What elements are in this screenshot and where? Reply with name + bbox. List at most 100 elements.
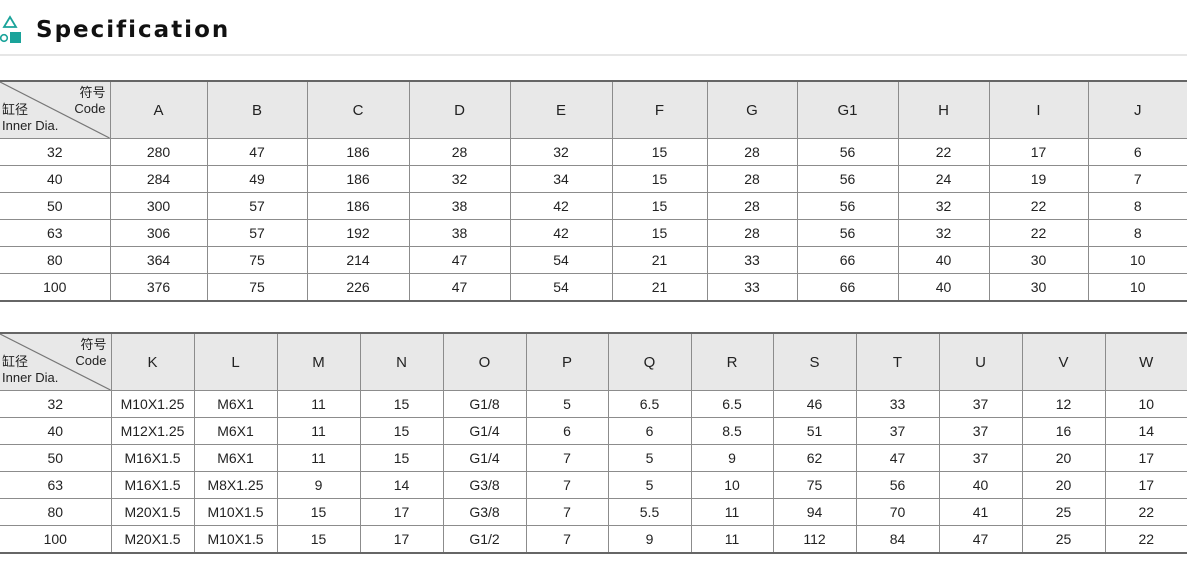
value-cell: 15: [359, 417, 444, 445]
value-cell: 112: [772, 525, 857, 554]
value-cell: 10: [1087, 246, 1187, 274]
value-cell: 20: [1021, 444, 1106, 472]
value-cell: M16X1.5: [110, 444, 195, 472]
value-cell: 22: [1104, 525, 1187, 554]
value-cell: M6X1: [193, 417, 278, 445]
diagonal-line: [0, 82, 110, 138]
value-cell: 42: [509, 219, 613, 247]
value-cell: 5.5: [607, 498, 692, 526]
value-cell: 22: [897, 138, 990, 166]
column-header-l: L: [193, 332, 278, 391]
header-row: 符号 Code 缸径 Inner Dia. K L M N O P Q R S T U V W: [0, 332, 1187, 391]
value-cell: 186: [306, 138, 410, 166]
value-cell: 16: [1021, 417, 1106, 445]
value-cell: 8.5: [690, 417, 774, 445]
value-cell: M10X1.5: [193, 498, 278, 526]
value-cell: 15: [611, 138, 708, 166]
value-cell: M10X1.25: [110, 390, 195, 418]
value-cell: 7: [525, 525, 609, 554]
value-cell: 38: [408, 192, 511, 220]
value-cell: 54: [509, 246, 613, 274]
value-cell: 226: [306, 273, 410, 302]
value-cell: 32: [897, 192, 990, 220]
column-header-s: S: [772, 332, 857, 391]
diagonal-line: [0, 334, 111, 390]
value-cell: 66: [796, 246, 899, 274]
column-header-h: H: [897, 80, 990, 139]
value-cell: 5: [607, 471, 692, 499]
shapes-logo-icon: [0, 15, 24, 45]
column-header-v: V: [1021, 332, 1106, 391]
value-cell: 56: [796, 138, 899, 166]
column-header-o: O: [442, 332, 527, 391]
value-cell: 57: [206, 219, 308, 247]
value-cell: 57: [206, 192, 308, 220]
value-cell: 17: [1104, 471, 1187, 499]
inner-dia-cell: 80: [0, 498, 112, 526]
inner-dia-label-en: Inner Dia.: [2, 370, 59, 385]
table-row: 40 M12X1.25 M6X1 11 15 G1/4 6 6 8.5 51 37 37 16 14: [0, 417, 1187, 445]
value-cell: 47: [938, 525, 1023, 554]
value-cell: 56: [796, 192, 899, 220]
value-cell: G1/4: [442, 444, 527, 472]
value-cell: 40: [938, 471, 1023, 499]
value-cell: 6.5: [607, 390, 692, 418]
value-cell: 30: [988, 246, 1089, 274]
value-cell: 5: [525, 390, 609, 418]
value-cell: 46: [772, 390, 857, 418]
value-cell: 300: [109, 192, 208, 220]
value-cell: M6X1: [193, 390, 278, 418]
value-cell: 11: [276, 444, 361, 472]
value-cell: 32: [509, 138, 613, 166]
value-cell: 37: [938, 390, 1023, 418]
value-cell: 12: [1021, 390, 1106, 418]
value-cell: 14: [359, 471, 444, 499]
value-cell: 21: [611, 273, 708, 302]
value-cell: G1/2: [442, 525, 527, 554]
value-cell: 47: [855, 444, 940, 472]
column-header-f: F: [611, 80, 708, 139]
divider: [0, 54, 1187, 56]
value-cell: 280: [109, 138, 208, 166]
value-cell: M12X1.25: [110, 417, 195, 445]
value-cell: 62: [772, 444, 857, 472]
value-cell: 66: [796, 273, 899, 302]
value-cell: 6: [1087, 138, 1187, 166]
column-header-m: M: [276, 332, 361, 391]
value-cell: G3/8: [442, 498, 527, 526]
value-cell: 17: [359, 498, 444, 526]
inner-dia-label-cn: 缸径: [2, 354, 29, 369]
value-cell: G3/8: [442, 471, 527, 499]
code-label-cn: 符号: [79, 85, 106, 100]
value-cell: G1/4: [442, 417, 527, 445]
value-cell: 94: [772, 498, 857, 526]
column-header-u: U: [938, 332, 1023, 391]
value-cell: 28: [706, 192, 798, 220]
value-cell: 6.5: [690, 390, 774, 418]
code-label-en: Code: [75, 353, 107, 368]
value-cell: 186: [306, 192, 410, 220]
value-cell: 15: [611, 219, 708, 247]
value-cell: 7: [525, 471, 609, 499]
value-cell: 75: [206, 246, 308, 274]
value-cell: 9: [607, 525, 692, 554]
spec-table-2: 符号 Code 缸径 Inner Dia. K L M N O P Q R S T U V W 32 M10X1.…: [0, 332, 1187, 554]
value-cell: 37: [855, 417, 940, 445]
column-header-d: D: [408, 80, 511, 139]
inner-dia-label: 缸径 Inner Dia.: [2, 102, 58, 134]
value-cell: 21: [611, 246, 708, 274]
value-cell: 22: [988, 192, 1089, 220]
value-cell: 32: [408, 165, 511, 193]
value-cell: 40: [897, 273, 990, 302]
value-cell: 376: [109, 273, 208, 302]
value-cell: 214: [306, 246, 410, 274]
value-cell: 22: [988, 219, 1089, 247]
value-cell: 47: [408, 246, 511, 274]
code-label-en: Code: [74, 101, 106, 116]
value-cell: 10: [1087, 273, 1187, 302]
value-cell: 56: [796, 165, 899, 193]
value-cell: 75: [206, 273, 308, 302]
value-cell: 7: [525, 498, 609, 526]
inner-dia-cell: 80: [0, 246, 111, 274]
value-cell: 24: [897, 165, 990, 193]
